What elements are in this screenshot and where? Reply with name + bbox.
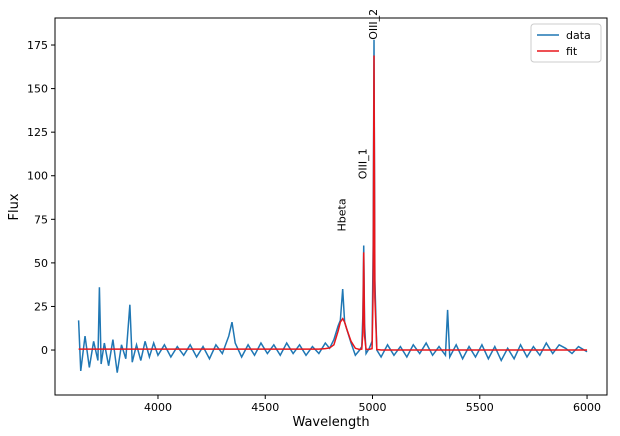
y-tick-label: 50 — [34, 257, 48, 270]
y-tick-label: 0 — [41, 344, 48, 357]
legend-label: fit — [566, 45, 578, 58]
y-tick-label: 100 — [27, 170, 48, 183]
x-tick-label: 4500 — [251, 401, 279, 414]
x-axis-label: Wavelength — [292, 415, 369, 430]
plot-frame — [54, 17, 608, 396]
y-tick-label: 25 — [34, 300, 48, 313]
x-tick-label: 4000 — [144, 401, 172, 414]
x-tick-label: 5500 — [466, 401, 494, 414]
x-tick-label: 5000 — [359, 401, 387, 414]
y-tick-label: 75 — [34, 213, 48, 226]
legend-label: data — [566, 29, 591, 42]
annotation: OIII_1 — [357, 148, 370, 179]
y-tick-label: 125 — [27, 126, 48, 139]
y-tick-label: 150 — [27, 83, 48, 96]
y-axis-label: Flux — [7, 193, 22, 220]
y-tick-label: 175 — [27, 39, 48, 52]
legend-box — [530, 23, 602, 63]
series-line — [78, 55, 588, 351]
annotation: Hbeta — [336, 198, 349, 231]
annotation: OIII_2 — [367, 9, 380, 40]
series-line — [77, 39, 588, 373]
x-tick-label: 6000 — [573, 401, 601, 414]
